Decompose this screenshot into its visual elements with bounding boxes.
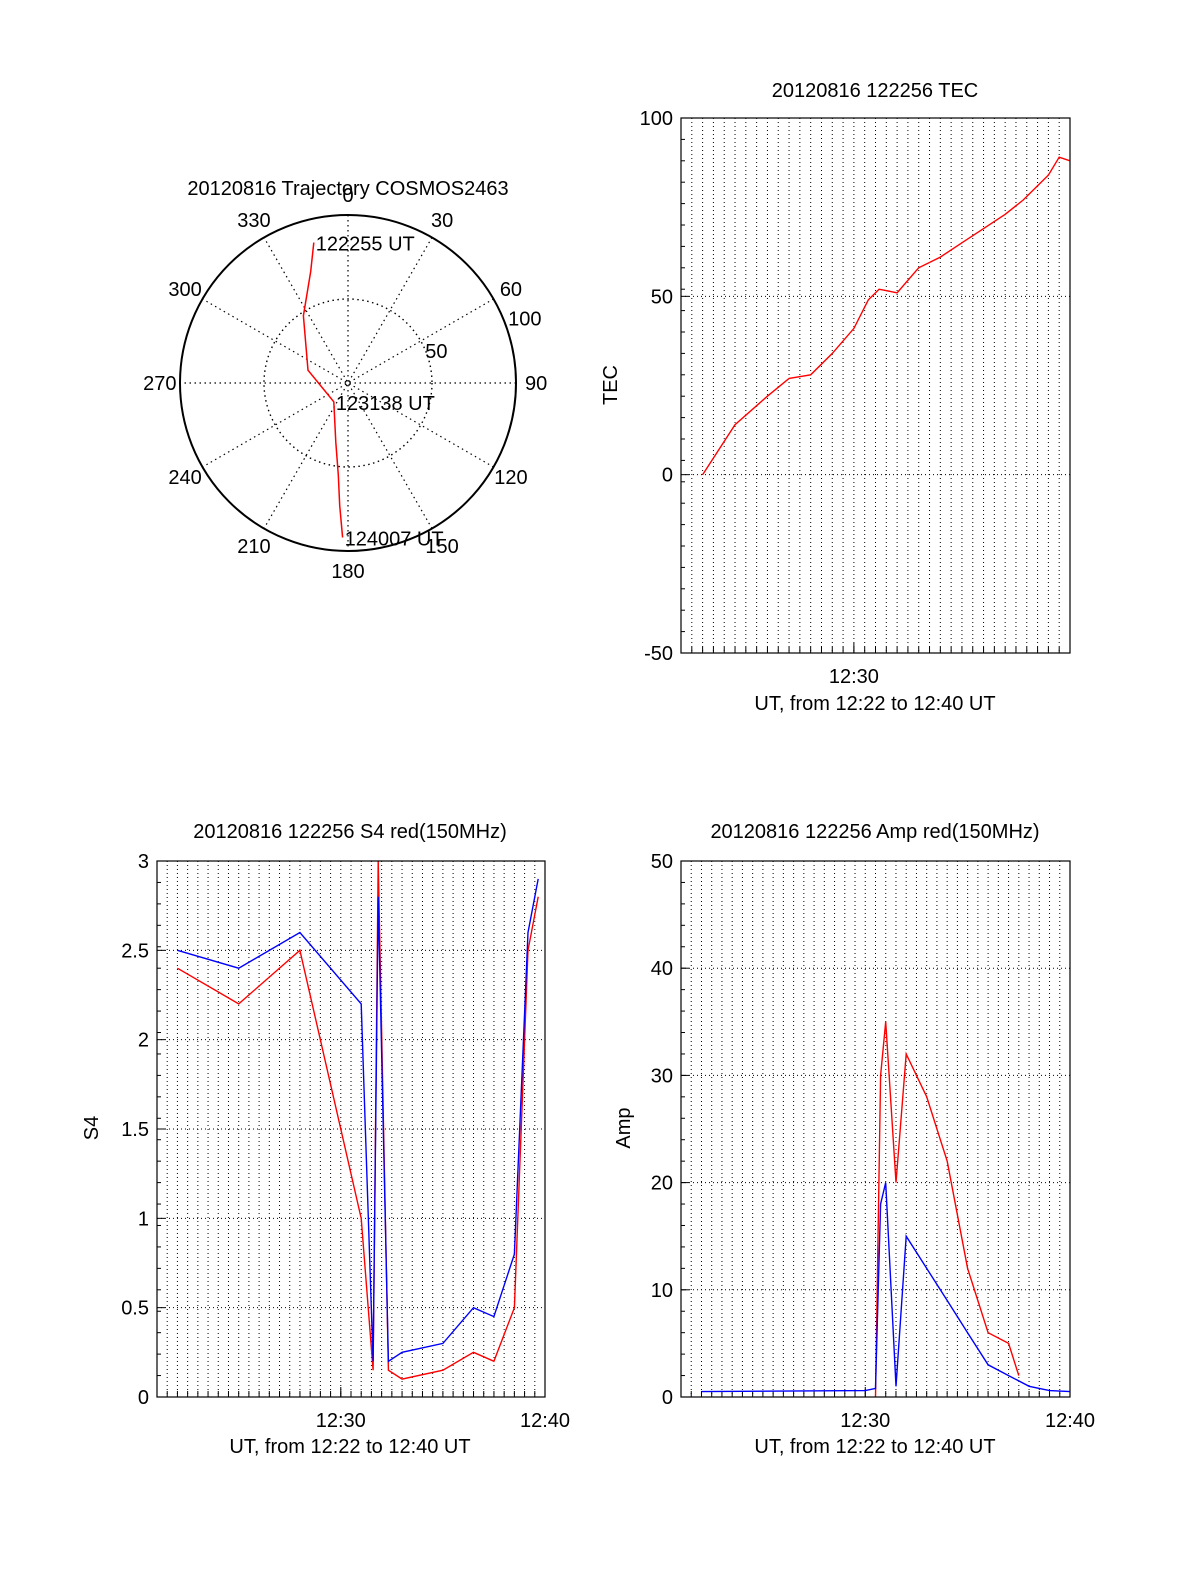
y-tick-label: 100 [640,108,673,130]
plot-frame [680,117,1071,654]
y-tick-label: 0.5 [121,1298,149,1320]
x-tick-label: 12:30 [829,666,879,688]
y-tick-label: 30 [651,1065,673,1087]
polar-azimuth-label: 300 [168,279,201,301]
polar-azimuth-label: 240 [168,467,201,489]
y-tick-label: 1 [138,1208,149,1230]
x-tick-label: 12:30 [840,1410,890,1432]
y-tick-label: 20 [651,1173,673,1195]
polar-ring-label: 100 [508,309,541,331]
y-tick-label: 0 [662,1387,673,1409]
x-tick-label: 12:40 [1045,1410,1095,1432]
polar-azimuth-label: 120 [494,467,527,489]
x-tick-label: 12:30 [316,1410,366,1432]
polar-ring-labels: 50 100 [425,309,541,363]
polar-azimuth-label: 330 [237,210,270,232]
series-line [874,1021,1020,1398]
polar-azimuth-label: 90 [525,373,547,395]
series-line [701,1182,1071,1393]
polar-azimuth-label: 180 [331,561,364,583]
y-tick-label: 50 [651,851,673,873]
y-tick-label: 50 [651,286,673,308]
series-line [702,156,1071,476]
polar-ring-label: 50 [425,341,447,363]
amp-ylabel: Amp [613,1107,635,1148]
polar-annotations: 122255 UT 123138 UT 124007 UT [316,234,444,551]
polar-azimuth-label: 60 [500,279,522,301]
y-tick-label: 40 [651,958,673,980]
polar-title: 20120816 Trajectory COSMOS2463 [187,178,508,200]
tec-xlabel: UT, from 12:22 to 12:40 UT [754,693,995,715]
polar-trajectory [302,242,344,538]
polar-panel: 20120816 Trajectory COSMOS2463 0 30 60 90 12… [143,178,547,583]
y-tick-label: 10 [651,1280,673,1302]
polar-spoke [263,237,433,529]
polar-azimuth-label: 150 [425,536,458,558]
s4-panel: 20120816 122256 S4 red(150MHz) S4 UT, fr… [81,821,570,1458]
polar-azimuth-labels: 0 30 60 90 120 150 180 210 240 270 300 330 [143,185,547,583]
polar-spoke [202,298,494,468]
tec-panel: 20120816 122256 TEC TEC UT, from 12:22 t… [600,80,1071,715]
polar-trajectory-line [302,242,344,538]
polar-outer-ring [179,214,517,552]
y-tick-label: -50 [644,643,673,665]
s4-ylabel: S4 [81,1116,103,1140]
polar-annotation: 123138 UT [336,393,435,415]
amp-xlabel: UT, from 12:22 to 12:40 UT [754,1436,995,1458]
polar-annotation: 122255 UT [316,234,415,256]
s4-title: 20120816 122256 S4 red(150MHz) [193,821,507,843]
amp-panel: 20120816 122256 Amp red(150MHz) Amp UT, … [613,821,1095,1458]
y-tick-label: 0 [138,1387,149,1409]
polar-spoke [263,237,433,529]
polar-azimuth-label: 30 [431,210,453,232]
polar-azimuth-label: 270 [143,373,176,395]
tec-title: 20120816 122256 TEC [772,80,978,102]
amp-title: 20120816 122256 Amp red(150MHz) [710,821,1039,843]
polar-annotation: 124007 UT [345,528,444,550]
polar-azimuth-label: 210 [237,536,270,558]
plot-frame [156,860,546,1398]
y-tick-label: 2.5 [121,940,149,962]
polar-azimuth-label: 0 [342,185,353,207]
series-line [177,878,539,1363]
polar-inner-ring [263,298,433,468]
s4-xlabel: UT, from 12:22 to 12:40 UT [229,1436,470,1458]
y-tick-label: 2 [138,1030,149,1052]
y-tick-label: 1.5 [121,1119,149,1141]
x-tick-label: 12:40 [520,1410,570,1432]
polar-grid [179,214,517,552]
polar-spoke [202,298,494,468]
y-tick-label: 0 [662,465,673,487]
tec-ylabel: TEC [600,365,622,405]
y-tick-label: 3 [138,851,149,873]
series-line [177,860,539,1380]
plot-frame [680,860,1071,1398]
